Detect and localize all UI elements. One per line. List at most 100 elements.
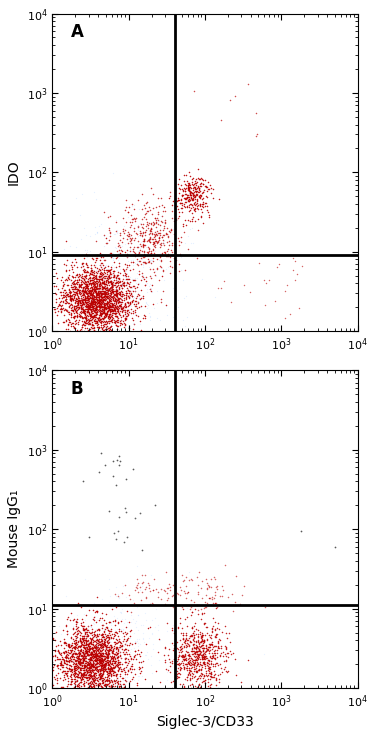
Point bbox=[110, 291, 116, 302]
Point bbox=[121, 634, 127, 645]
Point bbox=[195, 634, 201, 645]
Point bbox=[195, 203, 201, 215]
Point bbox=[115, 237, 121, 249]
Point bbox=[71, 657, 77, 669]
Point bbox=[111, 651, 117, 662]
Point bbox=[82, 294, 88, 306]
Point bbox=[182, 185, 188, 197]
Point bbox=[204, 657, 210, 669]
Point bbox=[70, 637, 76, 648]
Point bbox=[108, 637, 114, 648]
Point bbox=[129, 237, 135, 249]
Point bbox=[82, 272, 88, 283]
Y-axis label: Mouse IgG₁: Mouse IgG₁ bbox=[7, 490, 21, 568]
Point bbox=[82, 266, 88, 278]
Point bbox=[193, 661, 199, 673]
Point bbox=[73, 675, 79, 687]
Point bbox=[132, 304, 138, 316]
Point bbox=[106, 234, 112, 246]
Point bbox=[123, 592, 129, 604]
Point bbox=[145, 205, 151, 217]
Point bbox=[177, 642, 183, 654]
Point bbox=[91, 670, 97, 682]
Point bbox=[92, 283, 98, 295]
Point bbox=[92, 299, 98, 311]
Point bbox=[204, 634, 210, 645]
Point bbox=[92, 291, 98, 302]
Point bbox=[189, 188, 195, 199]
Point bbox=[101, 263, 107, 275]
Point bbox=[230, 605, 236, 617]
Point bbox=[107, 320, 113, 332]
Point bbox=[73, 636, 79, 648]
Point bbox=[107, 290, 113, 302]
Point bbox=[182, 673, 188, 684]
Point bbox=[99, 672, 105, 684]
Point bbox=[201, 618, 207, 629]
Point bbox=[57, 648, 63, 659]
Point bbox=[85, 294, 91, 306]
Point bbox=[72, 297, 78, 309]
Point bbox=[105, 291, 111, 302]
Point bbox=[126, 303, 132, 315]
Point bbox=[126, 201, 132, 213]
Point bbox=[113, 301, 119, 313]
Point bbox=[79, 321, 85, 333]
Point bbox=[81, 294, 87, 306]
Point bbox=[81, 668, 87, 680]
Point bbox=[200, 649, 206, 661]
Point bbox=[94, 252, 100, 264]
Point bbox=[159, 210, 165, 222]
Point bbox=[165, 665, 171, 676]
Point bbox=[180, 632, 186, 644]
Point bbox=[83, 311, 89, 323]
Point bbox=[81, 325, 87, 337]
Point bbox=[87, 287, 93, 299]
Point bbox=[100, 661, 106, 673]
Point bbox=[89, 322, 95, 333]
Point bbox=[98, 309, 104, 321]
Point bbox=[192, 175, 198, 187]
Point bbox=[78, 639, 84, 651]
Point bbox=[190, 185, 196, 197]
Point bbox=[88, 636, 94, 648]
Point bbox=[95, 657, 101, 668]
Point bbox=[75, 654, 81, 665]
Point bbox=[122, 275, 128, 286]
Point bbox=[150, 584, 156, 595]
Point bbox=[124, 311, 130, 322]
Point bbox=[189, 183, 195, 194]
Point bbox=[160, 216, 166, 227]
Point bbox=[179, 569, 185, 581]
Point bbox=[67, 294, 73, 305]
Point bbox=[100, 656, 106, 668]
Point bbox=[83, 655, 89, 667]
Point bbox=[196, 645, 202, 657]
Point bbox=[86, 315, 92, 327]
Point bbox=[105, 663, 111, 675]
Point bbox=[92, 315, 98, 327]
Point bbox=[94, 308, 100, 320]
Point bbox=[96, 321, 102, 333]
Point bbox=[80, 315, 86, 327]
Point bbox=[85, 669, 91, 681]
Point bbox=[86, 666, 92, 678]
Point bbox=[102, 639, 108, 651]
Point bbox=[114, 648, 120, 660]
Point bbox=[91, 298, 97, 310]
Point bbox=[77, 647, 83, 659]
Point bbox=[145, 256, 151, 268]
Point bbox=[73, 293, 79, 305]
Point bbox=[118, 244, 124, 255]
Point bbox=[140, 261, 146, 273]
Point bbox=[198, 663, 204, 675]
Point bbox=[129, 666, 135, 678]
Point bbox=[93, 286, 99, 298]
Point bbox=[108, 670, 114, 682]
Point bbox=[96, 280, 102, 291]
Point bbox=[198, 203, 204, 215]
Point bbox=[104, 637, 110, 648]
Point bbox=[63, 649, 69, 661]
Point bbox=[186, 205, 192, 217]
Point bbox=[135, 221, 141, 233]
